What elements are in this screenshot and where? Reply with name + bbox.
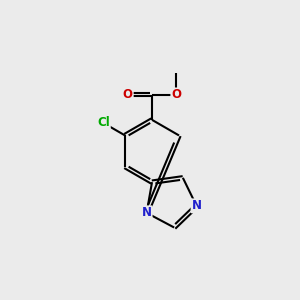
Text: N: N — [191, 199, 202, 212]
Text: O: O — [123, 88, 133, 101]
Text: Cl: Cl — [97, 116, 110, 130]
Text: N: N — [142, 206, 152, 219]
Text: O: O — [171, 88, 181, 101]
